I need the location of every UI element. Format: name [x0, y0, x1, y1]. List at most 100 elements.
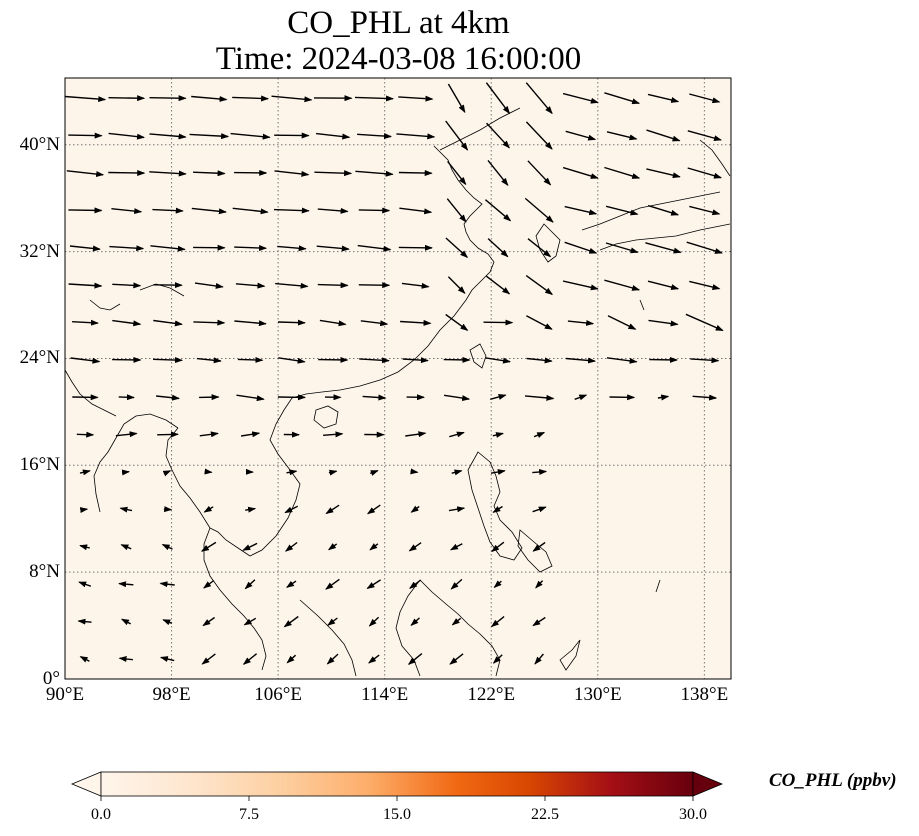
wind-arrow [203, 505, 214, 513]
wind-arrow [317, 282, 349, 289]
wind-arrow [194, 282, 224, 289]
wind-arrow [149, 170, 187, 177]
wind-arrow [526, 315, 553, 330]
colorbar [70, 771, 724, 801]
wind-arrow [162, 470, 172, 477]
wind-arrow [648, 319, 679, 327]
wind-arrow [78, 581, 92, 588]
wind-arrow [692, 394, 718, 401]
wind-arrow [243, 617, 257, 626]
wind-arrow [271, 95, 313, 103]
longitude-tick-label: 106°E [254, 684, 302, 705]
wind-arrow [189, 133, 230, 140]
wind-vector-field [64, 82, 724, 665]
wind-arrow [118, 656, 133, 662]
wind-arrow [689, 205, 721, 216]
wind-arrow [532, 616, 546, 627]
wind-arrow [490, 616, 505, 628]
wind-arrow [449, 431, 465, 438]
wind-arrow [286, 654, 297, 664]
wind-arrow [606, 357, 638, 364]
wind-arrow [68, 282, 103, 289]
wind-arrow [605, 205, 639, 216]
wind-arrow [204, 468, 213, 475]
wind-arrow [64, 95, 107, 103]
wind-arrow [357, 133, 392, 140]
wind-arrow [685, 313, 724, 332]
wind-arrow [121, 469, 130, 476]
wind-arrow [77, 618, 92, 625]
wind-arrow [153, 319, 183, 327]
wind-arrow [79, 507, 89, 514]
wind-arrow [118, 581, 134, 588]
wind-arrow [240, 431, 261, 438]
wind-arrow [492, 432, 504, 438]
colorbar-extend-max [692, 771, 724, 797]
wind-arrow [277, 245, 307, 252]
wind-arrow [366, 579, 381, 589]
colorbar-tick-label: 22.5 [531, 806, 559, 823]
wind-arrow [493, 580, 502, 588]
wind-arrow [234, 244, 268, 251]
wind-arrow [447, 83, 466, 113]
wind-arrow [445, 237, 469, 258]
wind-arrow [533, 431, 546, 438]
wind-arrow [72, 319, 99, 326]
wind-arrow [532, 469, 548, 475]
wind-arrow [525, 82, 553, 115]
wind-arrow [68, 132, 103, 139]
wind-arrow [152, 207, 184, 214]
wind-arrow [355, 170, 394, 177]
wind-arrow [368, 654, 380, 664]
wind-arrow [604, 279, 641, 291]
wind-arrow [317, 207, 349, 214]
wind-arrow [66, 170, 105, 178]
wind-arrow [245, 506, 257, 513]
wind-arrow [119, 506, 133, 513]
wind-arrow [525, 121, 553, 150]
wind-arrow [153, 357, 183, 364]
wind-arrow [232, 95, 270, 102]
wind-arrow [447, 160, 467, 186]
wind-arrow [360, 320, 389, 327]
wind-arrow [526, 357, 553, 364]
wind-arrow [604, 92, 641, 105]
colorbar-tick-label: 30.0 [679, 806, 707, 823]
wind-arrow [487, 159, 509, 186]
wind-arrow [410, 505, 420, 513]
map-title: CO_PHL at 4km [287, 5, 510, 41]
wind-arrow [319, 319, 347, 327]
wind-arrow [396, 133, 436, 140]
latitude-tick-label: 40°N [19, 133, 60, 155]
wind-arrow [689, 93, 721, 104]
wind-arrow [687, 130, 722, 142]
wind-arrow [112, 282, 142, 289]
wind-arrow [286, 580, 297, 588]
wind-arrow [149, 133, 187, 140]
wind-arrow [689, 280, 721, 290]
longitude-tick-label: 138°E [680, 684, 729, 705]
wind-arrow [448, 506, 466, 513]
wind-arrow [399, 207, 433, 215]
wind-arrow [647, 204, 680, 216]
wind-arrow [69, 245, 101, 252]
wind-arrow [409, 579, 422, 589]
wind-arrow [284, 505, 299, 514]
wind-arrow [235, 282, 266, 289]
wind-arrow [201, 653, 216, 665]
wind-arrow [690, 357, 720, 364]
map-frame [64, 77, 732, 680]
latitude-tick-label: 24°N [19, 347, 60, 369]
wind-arrow [686, 241, 723, 254]
wind-arrow [447, 276, 466, 294]
wind-arrow [273, 207, 310, 214]
wind-arrow [485, 122, 510, 149]
wind-arrow [398, 170, 433, 177]
wind-arrow [327, 543, 338, 551]
wind-arrow [242, 653, 258, 665]
wind-arrow [196, 357, 222, 364]
wind-arrow [325, 504, 340, 515]
gridlines [65, 78, 731, 679]
wind-arrow [314, 170, 353, 177]
wind-arrow [645, 242, 682, 254]
